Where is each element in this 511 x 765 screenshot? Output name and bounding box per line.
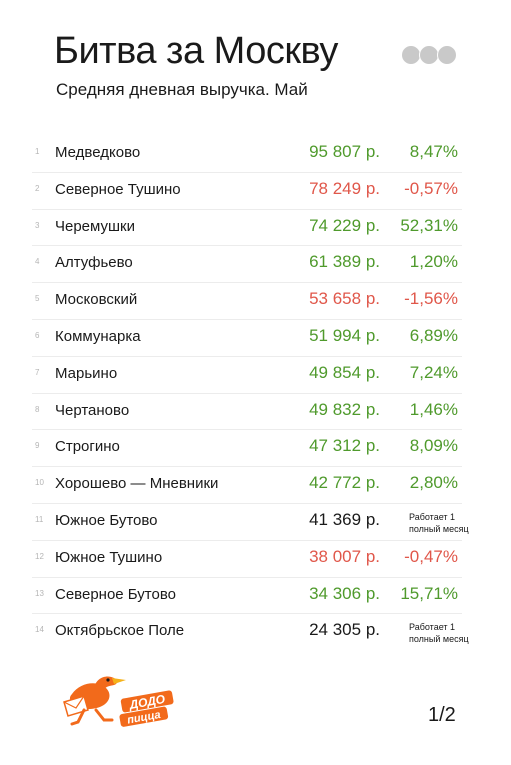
page-title: Битва за Москву	[54, 30, 338, 72]
row-name: Черемушки	[55, 217, 135, 235]
row-revenue: 47 312 р.	[309, 436, 380, 456]
table-row: 7 Марьино 49 854 р. 7,24%	[32, 357, 462, 394]
row-rank: 13	[35, 588, 44, 598]
row-note: Работает 1 полный месяц	[409, 511, 469, 535]
row-name: Октябрьское Поле	[55, 622, 185, 640]
row-rank: 8	[35, 404, 40, 414]
table-row: 13 Северное Бутово 34 306 р. 15,71%	[32, 578, 462, 615]
row-name: Марьино	[55, 364, 118, 382]
row-name: Северное Тушино	[55, 180, 181, 198]
row-name: Северное Бутово	[55, 585, 176, 603]
row-revenue: 74 229 р.	[309, 215, 380, 235]
row-note-line1: Работает 1	[409, 511, 456, 522]
row-revenue: 78 249 р.	[309, 178, 380, 198]
page-subtitle: Средняя дневная выручка. Май	[56, 80, 308, 99]
row-revenue: 49 854 р.	[309, 362, 380, 382]
row-name: Алтуфьево	[55, 254, 133, 272]
logo-text-pizza: пицца	[126, 709, 161, 727]
row-rank: 6	[35, 330, 40, 340]
table-row: 3 Черемушки 74 229 р. 52,31%	[32, 210, 462, 247]
row-note-line2: полный месяц	[409, 523, 469, 534]
row-revenue: 42 772 р.	[309, 473, 380, 493]
table-row: 12 Южное Тушино 38 007 р. -0,47%	[32, 541, 462, 578]
row-rank: 9	[35, 441, 40, 451]
row-change: 8,09%	[409, 436, 458, 456]
row-revenue: 51 994 р.	[309, 325, 380, 345]
row-name: Строгино	[55, 438, 120, 456]
row-change: 15,71%	[400, 583, 458, 603]
dodo-pizza-logo: ДОДО пицца	[63, 676, 174, 727]
table-row: 2 Северное Тушино 78 249 р. -0,57%	[32, 173, 462, 210]
row-change: -0,57%	[404, 178, 458, 198]
row-change: 1,20%	[409, 252, 458, 272]
row-revenue: 38 007 р.	[309, 546, 380, 566]
row-name: Медведково	[55, 144, 141, 161]
row-change: -1,56%	[404, 289, 458, 309]
row-note-line2: полный месяц	[409, 634, 469, 645]
row-rank: 2	[35, 183, 40, 193]
table-row: 1 Медведково 95 807 р. 8,47%	[32, 136, 462, 173]
row-rank: 7	[35, 367, 40, 377]
row-revenue: 41 369 р.	[309, 509, 380, 529]
ranking-table: 1 Медведково 95 807 р. 8,47% 2 Северное Тушин…	[32, 136, 469, 651]
table-row: 14 Октябрьское Поле 24 305 р. Работает 1 пол…	[32, 614, 469, 651]
row-rank: 12	[35, 551, 44, 561]
row-change: 6,89%	[409, 325, 458, 345]
row-revenue: 24 305 р.	[309, 620, 380, 640]
row-name: Коммунарка	[55, 327, 141, 345]
row-rank: 11	[35, 514, 44, 524]
row-change: 52,31%	[400, 215, 458, 235]
table-row: 5 Московский 53 658 р. -1,56%	[32, 283, 462, 320]
row-revenue: 95 807 р.	[309, 142, 380, 161]
menu-dots-icon[interactable]	[401, 45, 461, 65]
row-note-line1: Работает 1	[409, 622, 456, 633]
logo-text-dodo: ДОДО	[127, 692, 166, 712]
row-name: Чертаново	[55, 401, 130, 419]
row-revenue: 49 832 р.	[309, 399, 380, 419]
row-change: 1,46%	[409, 399, 458, 419]
row-note: Работает 1 полный месяц	[409, 621, 469, 645]
row-change: 7,24%	[409, 362, 458, 382]
table-row: 6 Коммунарка 51 994 р. 6,89%	[32, 320, 462, 357]
row-name: Московский	[55, 291, 138, 309]
row-name: Хорошево — Мневники	[55, 475, 219, 493]
row-revenue: 34 306 р.	[309, 583, 380, 603]
row-rank: 1	[35, 147, 40, 156]
page-indicator: 1/2	[428, 704, 456, 726]
row-rank: 4	[35, 257, 40, 267]
row-rank: 14	[35, 625, 44, 635]
row-rank: 10	[35, 478, 44, 488]
row-change: -0,47%	[404, 546, 458, 566]
row-revenue: 53 658 р.	[309, 289, 380, 309]
row-name: Южное Тушино	[55, 548, 163, 566]
table-row: 10 Хорошево — Мневники 42 772 р. 2,80%	[32, 467, 462, 504]
row-change: 2,80%	[409, 473, 458, 493]
row-revenue: 61 389 р.	[309, 252, 380, 272]
table-row: 11 Южное Бутово 41 369 р. Работает 1 полный …	[32, 504, 469, 541]
table-row: 8 Чертаново 49 832 р. 1,46%	[32, 394, 462, 431]
row-change: 8,47%	[409, 142, 458, 161]
row-rank: 3	[35, 220, 40, 230]
row-rank: 5	[35, 294, 40, 304]
table-row: 9 Строгино 47 312 р. 8,09%	[32, 430, 462, 468]
table-row: 4 Алтуфьево 61 389 р. 1,20%	[32, 246, 462, 284]
row-name: Южное Бутово	[55, 511, 158, 529]
